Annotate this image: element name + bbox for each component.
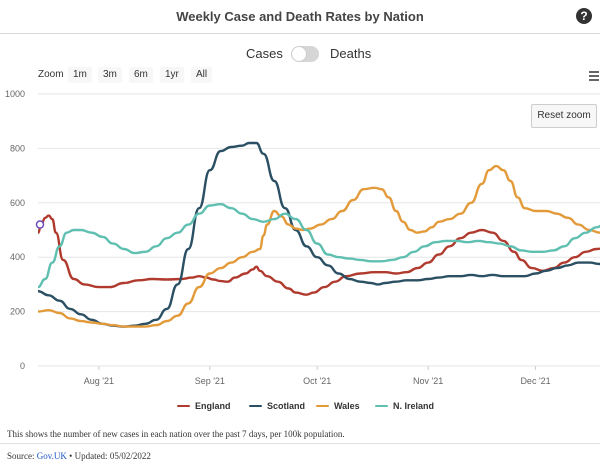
series-line-n-ireland[interactable] [38,189,600,289]
legend-item-wales[interactable]: Wales [316,401,360,415]
x-axis-labels: Aug '21 Sep '21 Oct '21 Nov '21 Dec '21 [84,366,551,386]
zoom-1yr-button[interactable]: 1yr [160,67,184,83]
source-prefix: Source: [7,451,35,461]
zoom-label: Zoom [38,69,64,80]
zoom-6m-button[interactable]: 6m [129,67,153,83]
line-chart: 0 200 400 600 800 1000 Aug '21 Sep '21 Oct '21 N… [5,89,600,386]
y-tick-label: 1000 [5,89,25,99]
chart-legend: England Scotland Wales N. Ireland [0,401,600,415]
series-line-scotland[interactable] [38,141,600,328]
chart-header: Weekly Case and Death Rates by Nation ? [0,0,600,34]
hamburger-menu-icon[interactable] [589,71,599,81]
cases-deaths-toggle-row: Cases Deaths [0,44,600,64]
cases-deaths-toggle[interactable] [291,46,319,62]
x-tick-label: Aug '21 [84,376,114,386]
question-circle-icon[interactable]: ? [576,8,592,24]
series-line-england[interactable] [38,197,600,296]
y-axis-labels: 0 200 400 600 800 1000 [5,89,25,371]
zoom-1m-button[interactable]: 1m [68,67,92,83]
legend-item-scotland[interactable]: Scotland [249,401,305,415]
hover-marker-point [35,220,45,229]
legend-label-n-ireland: N. Ireland [393,401,435,411]
legend-item-england[interactable]: England [177,401,231,415]
menu-bar [589,71,599,73]
updated-text: • Updated: 05/02/2022 [69,451,151,461]
hover-marker [35,220,45,229]
x-tick-label: Nov '21 [413,376,443,386]
footer-divider [0,443,600,444]
chart-caption: This shows the number of new cases in ea… [7,429,345,439]
legend-swatch-wales [316,404,329,407]
x-tick-label: Dec '21 [520,376,550,386]
toggle-label-deaths[interactable]: Deaths [330,46,372,61]
legend-label-wales: Wales [334,401,360,411]
legend-label-scotland: Scotland [267,401,306,411]
zoom-all-button[interactable]: All [191,67,213,83]
y-tick-label: 800 [10,143,25,153]
legend-swatch-n-ireland [375,404,388,407]
menu-bar [589,79,599,81]
legend-label-england: England [195,401,231,411]
legend-swatch-england [177,404,190,407]
toggle-label-cases[interactable]: Cases [246,46,283,61]
menu-bar [589,75,599,77]
y-tick-label: 0 [20,361,25,371]
reset-zoom-button[interactable]: Reset zoom [531,104,597,128]
zoom-3m-button[interactable]: 3m [98,67,122,83]
source-link[interactable]: Gov.UK [36,451,67,461]
legend-swatch-scotland [249,404,262,407]
toggle-knob [292,47,306,61]
chart-title: Weekly Case and Death Rates by Nation [176,9,424,24]
x-tick-label: Oct '21 [303,376,331,386]
series-lines [38,141,600,328]
x-tick-label: Sep '21 [195,376,225,386]
series-line-wales[interactable] [38,164,600,328]
y-tick-label: 400 [10,252,25,262]
legend-item-n-ireland[interactable]: N. Ireland [375,401,434,415]
y-tick-label: 600 [10,198,25,208]
source-line: Source: Gov.UK • Updated: 05/02/2022 [7,451,151,461]
y-tick-label: 200 [10,307,25,317]
grid-lines [38,93,600,367]
